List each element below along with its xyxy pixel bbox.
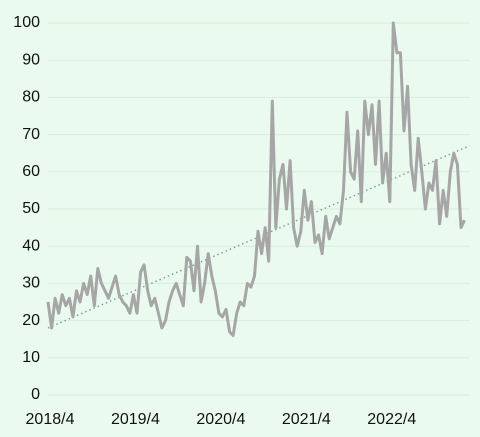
x-tick-label: 2021/4	[282, 411, 331, 428]
y-tick-label: 90	[22, 51, 40, 68]
y-tick-label: 70	[22, 126, 40, 143]
y-tick-label: 10	[22, 349, 40, 366]
y-tick-label: 60	[22, 163, 40, 180]
x-tick-label: 2018/4	[26, 411, 75, 428]
x-tick-label: 2020/4	[196, 411, 245, 428]
y-tick-label: 30	[22, 275, 40, 292]
data-line	[46, 21, 466, 337]
y-tick-label: 20	[22, 312, 40, 329]
y-tick-label: 100	[13, 14, 40, 31]
y-tick-label: 50	[22, 200, 40, 217]
x-tick-label: 2022/4	[367, 411, 416, 428]
y-tick-label: 0	[31, 386, 40, 403]
y-tick-label: 80	[22, 89, 40, 106]
y-tick-label: 40	[22, 237, 40, 254]
x-tick-label: 2019/4	[111, 411, 160, 428]
